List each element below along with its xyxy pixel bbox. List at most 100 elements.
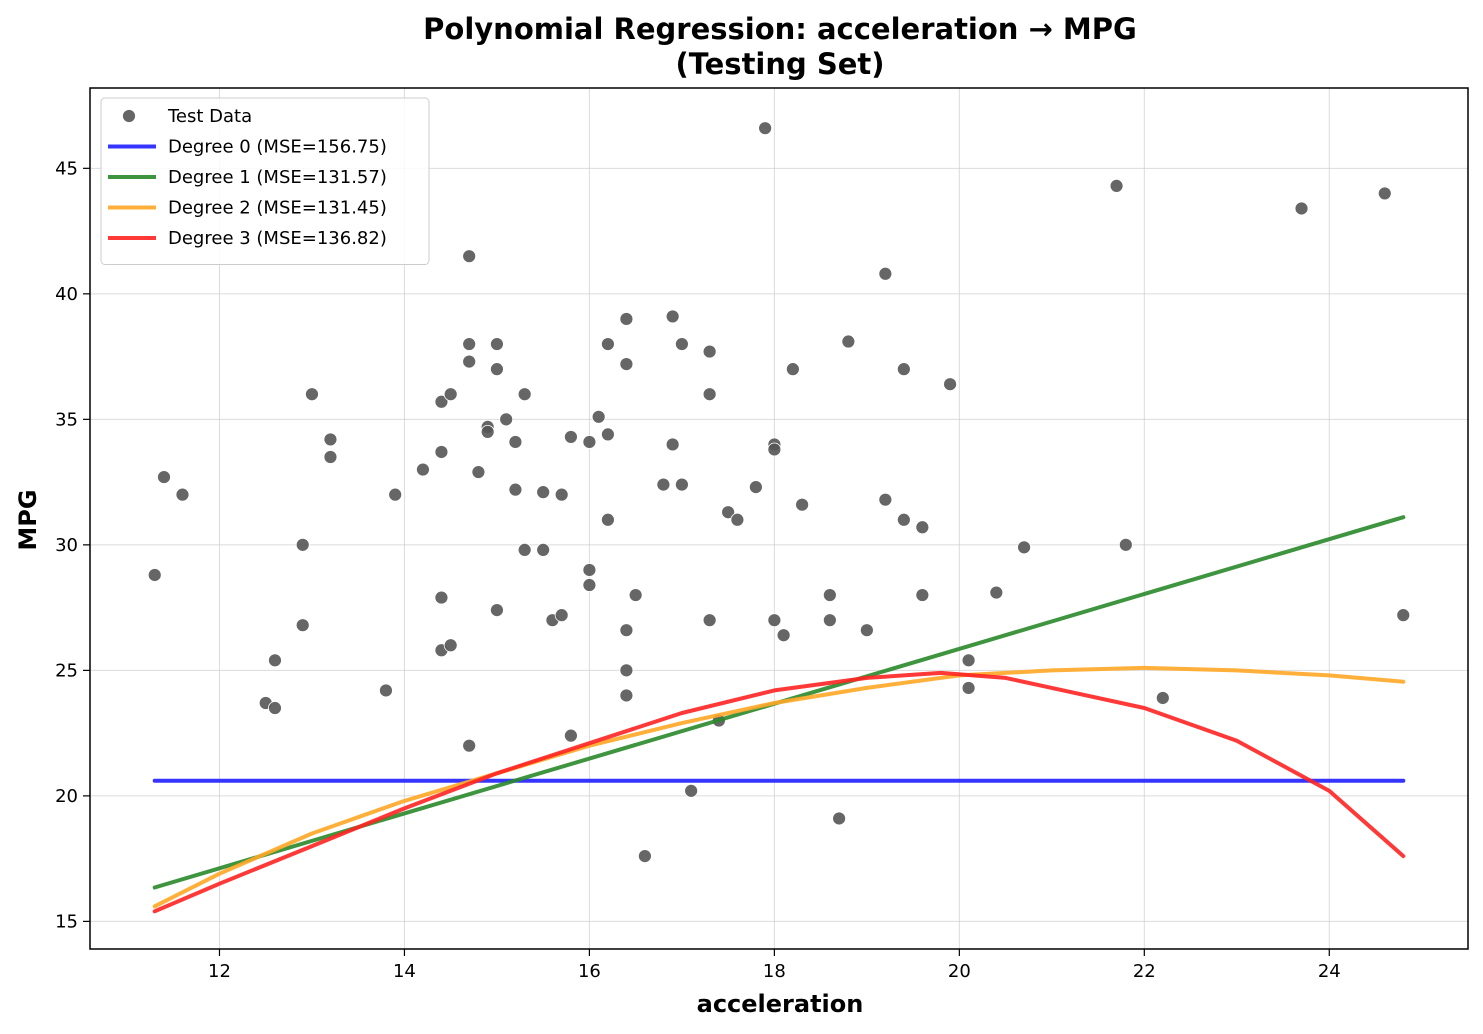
data-point bbox=[1109, 178, 1124, 193]
y-tick-label: 30 bbox=[55, 535, 78, 556]
data-point bbox=[268, 653, 282, 668]
y-tick-label: 45 bbox=[55, 158, 78, 179]
data-point bbox=[721, 505, 736, 520]
legend-label: Degree 2 (MSE=131.45) bbox=[168, 198, 387, 219]
legend-label: Degree 0 (MSE=156.75) bbox=[168, 137, 387, 158]
legend-label: Degree 1 (MSE=131.57) bbox=[168, 167, 387, 188]
data-point bbox=[637, 849, 652, 864]
data-point bbox=[785, 362, 800, 377]
data-point bbox=[582, 563, 597, 577]
data-point bbox=[730, 512, 745, 527]
data-point bbox=[702, 613, 717, 628]
data-point bbox=[554, 608, 569, 623]
data-point bbox=[601, 512, 615, 527]
y-tick-label: 35 bbox=[55, 409, 78, 430]
data-point bbox=[554, 487, 569, 502]
data-point bbox=[619, 357, 634, 372]
data-point bbox=[323, 450, 338, 464]
legend-label: Test Data bbox=[167, 106, 252, 127]
data-point bbox=[416, 462, 430, 477]
x-tick-label: 24 bbox=[1318, 961, 1341, 982]
chart-subtitle: (Testing Set) bbox=[675, 47, 884, 81]
data-point bbox=[665, 437, 680, 452]
data-point bbox=[305, 387, 319, 402]
data-point bbox=[564, 430, 578, 444]
data-point bbox=[767, 442, 782, 457]
data-point bbox=[536, 542, 551, 557]
legend-marker bbox=[122, 109, 136, 123]
data-point bbox=[896, 362, 911, 377]
data-point bbox=[508, 435, 523, 449]
data-point bbox=[564, 728, 578, 743]
legend-label: Degree 3 (MSE=136.82) bbox=[168, 228, 387, 249]
data-point bbox=[462, 249, 477, 264]
data-point bbox=[1017, 540, 1031, 555]
y-tick-label: 15 bbox=[55, 911, 78, 932]
data-point bbox=[628, 588, 643, 602]
x-tick-label: 18 bbox=[763, 961, 786, 982]
data-point bbox=[961, 653, 976, 668]
plot-area bbox=[147, 121, 1411, 914]
data-point bbox=[388, 487, 403, 502]
plot-frame bbox=[89, 87, 1469, 950]
data-point bbox=[490, 362, 504, 377]
data-point bbox=[147, 568, 162, 582]
data-point bbox=[832, 811, 847, 826]
data-point bbox=[480, 424, 495, 439]
data-point bbox=[443, 638, 458, 653]
data-point bbox=[619, 312, 634, 326]
chart-title: Polynomial Regression: acceleration → MP… bbox=[423, 12, 1137, 46]
data-point bbox=[1118, 537, 1133, 552]
data-point bbox=[1294, 201, 1309, 216]
x-tick-label: 14 bbox=[393, 961, 416, 982]
x-tick-label: 12 bbox=[208, 961, 231, 982]
legend-box bbox=[100, 97, 430, 265]
data-point bbox=[702, 344, 717, 359]
data-point bbox=[462, 354, 477, 369]
data-point bbox=[295, 618, 310, 633]
data-point bbox=[943, 377, 957, 392]
data-point bbox=[471, 465, 486, 479]
axis-ticks: 12 14 16 18 20 22 24 15 20 25 30 35 40 45 bbox=[55, 158, 1341, 982]
x-tick-label: 20 bbox=[948, 961, 971, 982]
data-point bbox=[767, 613, 782, 628]
data-point bbox=[674, 477, 689, 492]
data-point bbox=[1396, 608, 1411, 623]
data-point bbox=[499, 412, 514, 427]
data-point bbox=[434, 394, 449, 409]
data-point bbox=[989, 585, 1004, 600]
x-axis-label: acceleration bbox=[697, 990, 864, 1018]
data-point bbox=[702, 387, 717, 402]
data-point bbox=[776, 628, 791, 643]
data-point bbox=[434, 590, 449, 605]
data-point bbox=[323, 432, 338, 447]
grid bbox=[90, 88, 1468, 949]
data-point bbox=[822, 613, 837, 628]
data-point bbox=[462, 337, 477, 351]
data-point bbox=[508, 482, 523, 497]
legend: Test Data Degree 0 (MSE=156.75) Degree 1 (… bbox=[100, 97, 430, 265]
data-point bbox=[665, 309, 680, 324]
data-point bbox=[175, 487, 190, 502]
data-point bbox=[656, 477, 671, 492]
data-point bbox=[748, 480, 763, 495]
data-point bbox=[490, 337, 504, 351]
data-point bbox=[859, 623, 874, 638]
y-tick-label: 20 bbox=[55, 786, 78, 807]
data-point bbox=[295, 537, 310, 552]
data-point bbox=[961, 681, 976, 695]
data-point bbox=[674, 337, 689, 351]
y-axis-label: MPG bbox=[14, 489, 42, 550]
data-point bbox=[684, 783, 699, 798]
data-point bbox=[619, 688, 634, 703]
data-point bbox=[517, 387, 532, 402]
data-point bbox=[434, 445, 449, 459]
data-point bbox=[517, 542, 532, 557]
data-point bbox=[462, 738, 477, 753]
data-point bbox=[915, 520, 930, 535]
x-tick-label: 22 bbox=[1133, 961, 1156, 982]
data-point bbox=[915, 588, 930, 602]
data-point bbox=[591, 409, 606, 424]
data-point bbox=[443, 387, 458, 402]
data-point bbox=[268, 701, 282, 715]
